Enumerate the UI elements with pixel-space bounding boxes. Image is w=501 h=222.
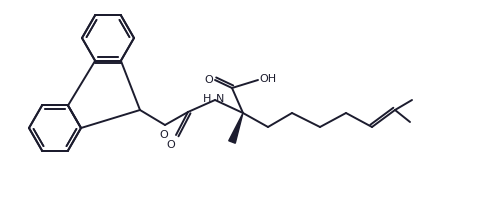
Text: O: O: [204, 75, 213, 85]
Text: O: O: [166, 140, 175, 150]
Text: O: O: [159, 130, 168, 140]
Polygon shape: [228, 113, 242, 143]
Text: OH: OH: [259, 74, 276, 84]
Text: H: H: [202, 94, 210, 104]
Text: N: N: [215, 94, 224, 104]
